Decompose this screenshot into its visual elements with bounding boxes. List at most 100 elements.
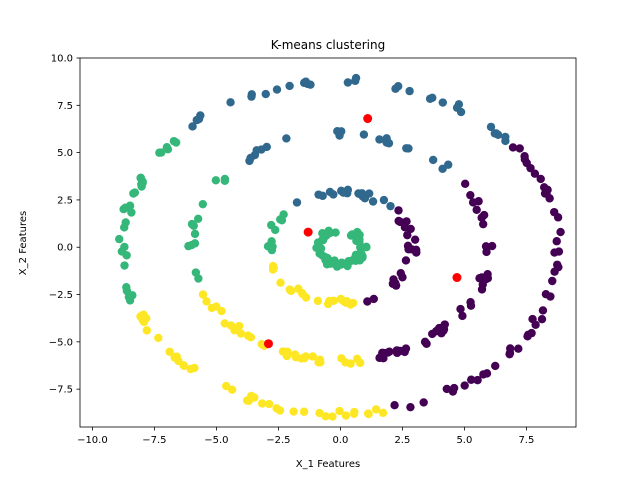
scatter-point — [115, 234, 124, 244]
scatter-point — [325, 187, 335, 197]
scatter-point — [154, 333, 163, 343]
scatter-point — [468, 198, 478, 207]
scatter-point — [546, 292, 555, 301]
scatter-point — [171, 138, 181, 147]
scatter-point — [398, 273, 407, 282]
scatter-point — [190, 239, 200, 248]
scatter-point — [506, 344, 515, 353]
scatter-point — [553, 260, 562, 269]
scatter-point — [275, 406, 285, 415]
x-tick-label: −5.0 — [204, 435, 228, 446]
scatter-point — [352, 231, 361, 240]
scatter-point — [192, 115, 201, 125]
chart-title: K-means clustering — [271, 38, 385, 52]
scatter-point — [120, 223, 129, 232]
scatter-point — [363, 297, 372, 306]
scatter-point — [537, 314, 547, 324]
scatter-point — [391, 84, 400, 93]
scatter-point — [439, 326, 448, 336]
y-tick-label: −5.0 — [49, 337, 73, 348]
scatter-point — [364, 409, 373, 419]
scatter-point — [449, 383, 459, 393]
scatter-point — [527, 328, 536, 338]
scatter-point — [198, 290, 208, 299]
y-tick-label: 10.0 — [51, 54, 73, 65]
scatter-point — [556, 227, 565, 237]
scatter-point — [514, 344, 523, 353]
scatter-point — [318, 191, 327, 201]
scatter-point — [333, 126, 342, 136]
scatter-point — [486, 122, 496, 132]
scatter-point — [391, 279, 400, 288]
scatter-point — [188, 122, 197, 131]
x-tick-label: −2.5 — [266, 435, 290, 446]
scatter-point — [282, 134, 291, 143]
scatter-point — [548, 276, 557, 286]
scatter-point — [120, 261, 129, 270]
scatter-point — [301, 293, 311, 302]
y-tick-label: −2.5 — [49, 290, 73, 301]
scatter-point — [536, 174, 545, 184]
scatter-point — [477, 213, 486, 222]
x-axis-title: X_1 Features — [296, 459, 360, 470]
scatter-point — [520, 155, 530, 164]
scatter-point — [190, 363, 199, 373]
scatter-point — [243, 331, 253, 340]
scatter-point — [428, 155, 438, 165]
scatter-point — [321, 412, 330, 421]
scatter-point — [482, 247, 491, 257]
x-tick-label: 2.5 — [394, 435, 410, 446]
scatter-point — [350, 253, 360, 262]
scatter-point — [526, 163, 535, 173]
scatter-point — [184, 241, 193, 251]
scatter-point — [325, 228, 335, 238]
scatter-point — [341, 298, 351, 307]
scatter-point — [138, 178, 147, 187]
scatter-point — [285, 285, 294, 294]
y-tick-label: 5.0 — [57, 148, 73, 159]
scatter-point — [299, 407, 309, 416]
scatter-point — [478, 219, 488, 229]
scatter-point — [165, 347, 174, 356]
scatter-point — [515, 144, 524, 153]
scatter-point — [472, 205, 481, 215]
scatter-point — [262, 142, 271, 152]
scatter-point — [246, 153, 255, 163]
scatter-point — [438, 98, 447, 107]
scatter-point — [403, 230, 412, 240]
scatter-point — [466, 190, 475, 200]
scatter-point — [313, 296, 323, 306]
x-tick-label: −7.5 — [142, 435, 166, 446]
scatter-point — [129, 189, 138, 198]
scatter-point — [491, 361, 500, 371]
scatter-point — [458, 311, 467, 321]
scatter-point — [368, 197, 378, 206]
scatter-point — [174, 356, 183, 366]
scatter-point — [460, 179, 470, 189]
centroid-point — [452, 273, 462, 283]
scatter-point — [528, 314, 537, 324]
scatter-point — [554, 247, 564, 256]
scatter-point — [301, 77, 310, 86]
scatter-point — [265, 399, 274, 409]
scatter-point — [124, 292, 134, 302]
scatter-point — [289, 407, 298, 416]
scatter-point — [272, 85, 282, 94]
scatter-point — [328, 412, 337, 421]
scatter-point — [202, 297, 211, 306]
y-tick-label: −7.5 — [49, 385, 73, 396]
scatter-point — [460, 381, 469, 390]
scatter-point — [538, 306, 548, 315]
scatter-point — [230, 326, 239, 335]
scatter-point — [122, 251, 131, 260]
x-tick-label: −10.0 — [77, 435, 108, 446]
scatter-point — [276, 278, 285, 287]
scatter-point — [378, 408, 388, 418]
scatter-point — [390, 400, 399, 410]
scatter-point — [318, 229, 327, 238]
scatter-point — [379, 195, 389, 205]
centroid-points — [263, 114, 462, 349]
scatter-point — [419, 398, 428, 407]
scatter-point — [217, 306, 226, 316]
